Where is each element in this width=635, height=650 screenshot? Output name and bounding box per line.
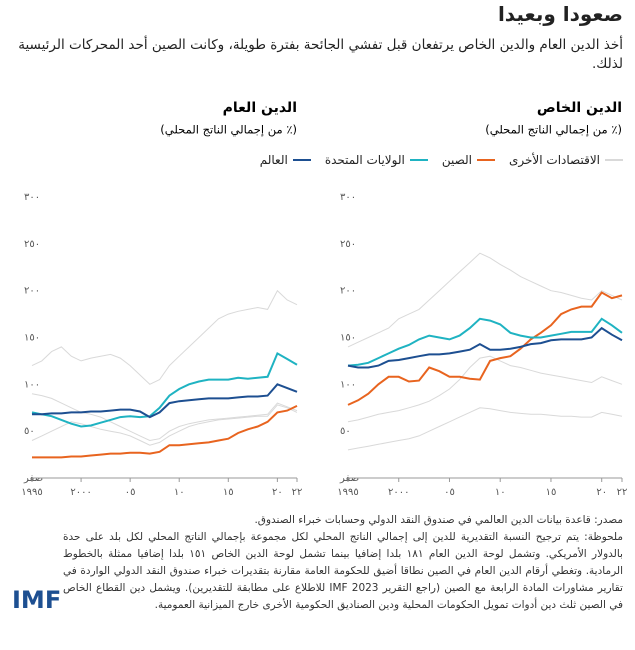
title: صعودا وبعيدا (497, 2, 623, 26)
y-tick-label: ١٥٠ (24, 333, 40, 344)
legend-swatch (477, 159, 495, 161)
panel-title: الدين العام (223, 100, 297, 116)
line (347, 252, 623, 348)
y-tick-label: ١٠٠ (340, 379, 356, 390)
x-tick-label: ٢٢ (292, 487, 303, 498)
legend-label: الاقتصادات الأخرى (509, 153, 600, 167)
y-tick-label: ٥٠ (340, 426, 351, 437)
subtitle: أخذ الدين العام والدين الخاص يرتفعان قبل… (18, 37, 623, 72)
x-tick-label: ٢٠٠٠ (70, 487, 91, 498)
line (347, 291, 623, 406)
line (31, 351, 298, 428)
y-tick-label: ٣٠٠ (24, 192, 40, 203)
line (31, 393, 298, 442)
source: مصدر: قاعدة بيانات الدين العالمي في صندو… (254, 514, 623, 526)
x-tick-label: ٠٥ (125, 487, 136, 498)
legend-item: الاقتصادات الأخرى (509, 153, 623, 167)
y-tick-label: ١٠٠ (24, 379, 40, 390)
line (31, 289, 298, 385)
panel-subtitle: (٪ من إجمالي الناتج المحلي) (485, 123, 622, 138)
y-tick-label: ٢٥٠ (340, 239, 356, 250)
charts: الدين الخاص(٪ من إجمالي الناتج المحلي)صف… (21, 100, 628, 498)
legend-label: العالم (259, 153, 288, 167)
x-tick-label: ١٠ (174, 487, 185, 498)
legend-swatch (292, 159, 311, 161)
panel-title: الدين الخاص (537, 100, 622, 116)
x-tick-label: ١٥ (223, 487, 234, 498)
x-tick-label: ٢٠ (596, 487, 607, 498)
logo: IMF (12, 586, 62, 614)
y-tick-label: ١٥٠ (340, 333, 356, 344)
y-tick-label: ٢٠٠ (24, 286, 40, 297)
legend: الاقتصادات الأخرى الصين الولايات المتحدة ال… (260, 153, 623, 167)
legend-label: الصين (441, 153, 472, 167)
x-tick-label: ١٠ (495, 487, 506, 498)
panel-subtitle: (٪ من إجمالي الناتج المحلي) (160, 123, 297, 138)
y-tick-label: ٢٥٠ (24, 239, 40, 250)
line (31, 404, 298, 446)
line (347, 317, 623, 367)
line (32, 404, 298, 459)
x-tick-label: ٢٢ (617, 487, 628, 498)
x-tick-label: ٢٠ (272, 487, 283, 498)
legend-label: الولايات المتحدة (324, 153, 405, 167)
line (347, 355, 623, 423)
line (347, 407, 623, 451)
x-tick-label: ٢٠٠٠ (388, 487, 409, 498)
legend-item: الصين (442, 153, 495, 167)
legend-item: العالم (260, 153, 311, 167)
note: ملحوظة: يتم ترجيح النسبة التقديرية للدين… (63, 531, 623, 611)
x-tick-label: ١٩٩٥ (21, 487, 42, 498)
notes: مصدر: قاعدة بيانات الدين العالمي في صندو… (63, 512, 623, 614)
x-tick-label: ١٥ (546, 487, 557, 498)
legend-swatch (605, 159, 623, 161)
line (347, 326, 623, 369)
legend-item: الولايات المتحدة (325, 153, 428, 167)
x-tick-label: ١٩٩٥ (337, 487, 358, 498)
line (32, 383, 298, 419)
y-tick-label: ٥٠ (24, 426, 35, 437)
legend-swatch (409, 159, 428, 161)
y-tick-label: ٢٠٠ (340, 286, 356, 297)
y-tick-label: ٣٠٠ (340, 192, 356, 203)
x-tick-label: ٠٥ (444, 487, 455, 498)
